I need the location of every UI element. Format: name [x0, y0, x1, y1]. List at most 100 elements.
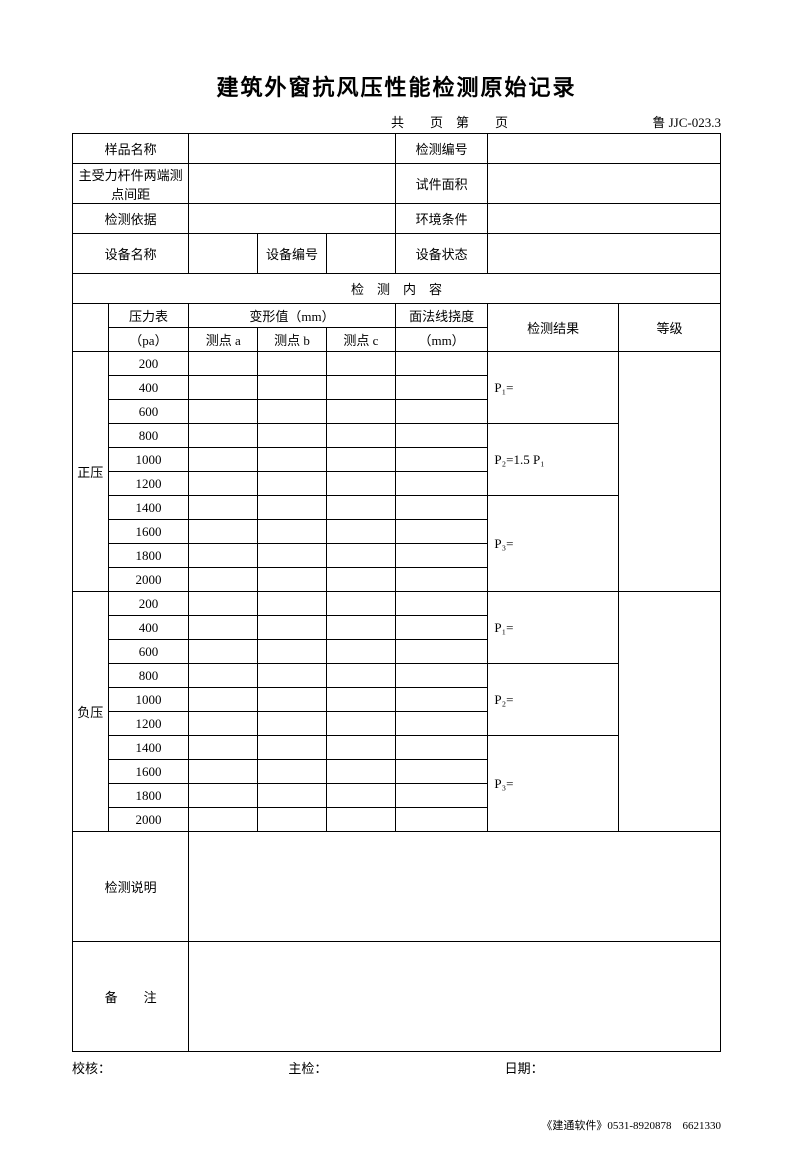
table-cell [395, 496, 488, 520]
value-equip-name [189, 234, 258, 274]
table-row: 1600 [108, 760, 189, 784]
result-p3-pos: P₃= [488, 496, 619, 592]
table-cell [326, 520, 395, 544]
col-pressure: 压力表 [108, 304, 189, 328]
table-cell [258, 808, 327, 832]
table-cell [189, 808, 258, 832]
table-cell [258, 760, 327, 784]
table-cell [395, 688, 488, 712]
sub-header: 共 页 第 页 鲁 JJC-023.3 [72, 112, 721, 131]
value-remark [189, 942, 721, 1052]
table-cell [258, 448, 327, 472]
table-row: 1800 [108, 544, 189, 568]
label-equip-status: 设备状态 [395, 234, 488, 274]
table-row: 2000 [108, 568, 189, 592]
col-ptb: 测点 b [258, 328, 327, 352]
table-cell [258, 784, 327, 808]
pos-label: 正压 [73, 352, 109, 592]
table-row: 400 [108, 376, 189, 400]
table-cell [326, 376, 395, 400]
table-cell [258, 592, 327, 616]
table-cell [189, 424, 258, 448]
table-cell [395, 400, 488, 424]
label-test-no: 检测编号 [395, 134, 488, 164]
page-title: 建筑外窗抗风压性能检测原始记录 [72, 70, 721, 102]
value-test-no [488, 134, 721, 164]
table-cell [258, 544, 327, 568]
table-cell [395, 784, 488, 808]
table-cell [189, 472, 258, 496]
foot-main: 主检： [288, 1058, 504, 1077]
table-cell [326, 472, 395, 496]
table-cell [395, 352, 488, 376]
table-row: 800 [108, 424, 189, 448]
table-cell [326, 424, 395, 448]
result-p2-pos: P₂=1.5 P₁ [488, 424, 619, 496]
label-equip-name: 设备名称 [73, 234, 189, 274]
table-cell [189, 760, 258, 784]
col-deflection-unit: （mm） [395, 328, 488, 352]
table-cell [395, 808, 488, 832]
table-cell [189, 400, 258, 424]
result-p1-pos: P₁= [488, 352, 619, 424]
table-cell [326, 664, 395, 688]
table-cell [326, 688, 395, 712]
col-result: 检测结果 [488, 304, 619, 352]
value-sample-name [189, 134, 396, 164]
table-cell [258, 352, 327, 376]
table-cell [395, 712, 488, 736]
table-cell [395, 520, 488, 544]
table-cell [395, 568, 488, 592]
result-p2-neg: P₂= [488, 664, 619, 736]
label-area: 试件面积 [395, 164, 488, 204]
smallprint: 《建通软件》0531-8920878 6621330 [72, 1117, 721, 1133]
table-row: 1000 [108, 688, 189, 712]
value-env [488, 204, 721, 234]
table-cell [189, 496, 258, 520]
table-row: 600 [108, 400, 189, 424]
table-row: 1200 [108, 472, 189, 496]
result-p3-neg: P₃= [488, 736, 619, 832]
foot-check: 校核： [72, 1058, 288, 1077]
table-cell [189, 568, 258, 592]
table-cell [395, 760, 488, 784]
table-cell [258, 688, 327, 712]
table-cell [258, 640, 327, 664]
grade-pos [618, 352, 720, 592]
table-cell [189, 592, 258, 616]
table-cell [258, 616, 327, 640]
col-pta: 测点 a [189, 328, 258, 352]
table-cell [326, 568, 395, 592]
table-cell [189, 352, 258, 376]
table-row: 400 [108, 616, 189, 640]
footer-line: 校核： 主检： 日期： [72, 1058, 721, 1077]
table-row: 1000 [108, 448, 189, 472]
table-cell [395, 472, 488, 496]
label-sample-name: 样品名称 [73, 134, 189, 164]
table-row: 1800 [108, 784, 189, 808]
table-cell [189, 448, 258, 472]
label-equip-no: 设备编号 [258, 234, 327, 274]
table-cell [326, 400, 395, 424]
label-remark: 备 注 [73, 942, 189, 1052]
section-title: 检 测 内 容 [73, 274, 721, 304]
table-cell [189, 616, 258, 640]
table-cell [395, 616, 488, 640]
value-basis [189, 204, 396, 234]
table-cell [395, 544, 488, 568]
label-basis: 检测依据 [73, 204, 189, 234]
col-blank [73, 304, 109, 352]
table-cell [258, 400, 327, 424]
table-cell [326, 736, 395, 760]
col-ptc: 测点 c [326, 328, 395, 352]
table-cell [326, 760, 395, 784]
table-cell [326, 712, 395, 736]
table-cell [326, 448, 395, 472]
table-cell [326, 496, 395, 520]
table-cell [395, 736, 488, 760]
value-explain [189, 832, 721, 942]
label-explain: 检测说明 [73, 832, 189, 942]
table-cell [189, 712, 258, 736]
table-cell [189, 640, 258, 664]
page-info: 共 页 第 页 [391, 112, 591, 131]
